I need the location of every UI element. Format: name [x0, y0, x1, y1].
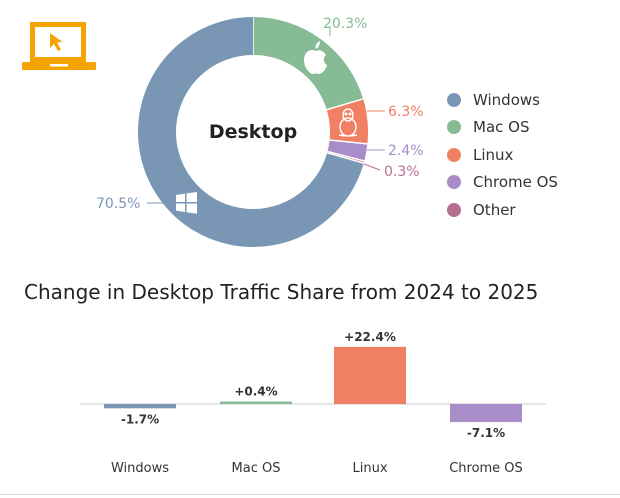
legend-label-windows: Windows: [473, 90, 540, 109]
bottom-divider: [0, 494, 620, 495]
laptop-cursor-icon: [22, 22, 96, 70]
callout-linux-label: 6.3%: [388, 104, 424, 120]
linux-tux-icon: [338, 108, 358, 137]
bar-category-label-linux: Linux: [352, 461, 387, 476]
legend-label-chromeos: Chrome OS: [473, 173, 558, 192]
bar-macos: [220, 401, 292, 404]
callout-chromeos-label: 2.4%: [388, 143, 424, 159]
callout-windows: 70.5%: [96, 196, 165, 212]
bar-chromeos: [450, 404, 522, 423]
legend-label-macos: Mac OS: [473, 118, 530, 137]
callout-chromeos: 2.4%: [367, 143, 424, 159]
legend-swatch-windows: [447, 92, 461, 107]
bar-chart-title: Change in Desktop Traffic Share from 202…: [24, 280, 539, 304]
legend-swatch-chromeos: [447, 175, 461, 190]
bar-value-label-chromeos: -7.1%: [467, 426, 505, 440]
legend-label-linux: Linux: [473, 145, 514, 164]
chart-legend: Windows Mac OS Linux Chrome OS Other: [447, 86, 558, 224]
bar-value-label-macos: +0.4%: [234, 385, 277, 399]
legend-swatch-macos: [447, 120, 461, 135]
callout-macos-label: 20.3%: [323, 16, 367, 32]
bar-windows: [104, 404, 176, 409]
legend-item-linux: Linux: [447, 141, 558, 169]
bar-chart: -1.7% Windows +0.4% Mac OS +22.4% Linux -7.1% C…: [80, 330, 546, 476]
legend-swatch-other: [447, 202, 461, 217]
bar-category-label-macos: Mac OS: [232, 461, 281, 476]
legend-swatch-linux: [447, 147, 461, 162]
bar-category-label-windows: Windows: [111, 461, 169, 476]
callout-other-label: 0.3%: [384, 164, 420, 180]
callout-macos: 20.3%: [323, 16, 367, 36]
donut-slice-linux: [326, 98, 368, 144]
donut-separator: [326, 98, 364, 111]
donut-separator: [327, 150, 365, 162]
bar-value-label-linux: +22.4%: [344, 330, 396, 344]
bar-linux: [334, 346, 406, 404]
legend-item-macos: Mac OS: [447, 114, 558, 142]
donut-slice-windows: [138, 17, 364, 247]
donut-separator: [329, 139, 368, 145]
callout-other: 0.3%: [363, 163, 420, 180]
legend-item-windows: Windows: [447, 86, 558, 114]
legend-item-chromeos: Chrome OS: [447, 169, 558, 197]
legend-label-other: Other: [473, 200, 516, 219]
bar-value-label-windows: -1.7%: [121, 412, 159, 426]
donut-slice-chromeos: [327, 139, 368, 162]
donut-slice-macos: [252, 17, 364, 111]
donut-center-label: Desktop: [209, 121, 297, 143]
callout-linux: 6.3%: [367, 104, 424, 120]
donut-separator: [326, 152, 364, 164]
donut-chart: Desktop 20.3% 6.3% 2.4% 0.3% 70.5%: [96, 16, 424, 247]
apple-icon: [304, 41, 327, 74]
callout-windows-label: 70.5%: [96, 196, 140, 212]
windows-icon: [176, 192, 197, 214]
legend-item-other: Other: [447, 196, 558, 224]
bar-category-label-chromeos: Chrome OS: [449, 461, 523, 476]
